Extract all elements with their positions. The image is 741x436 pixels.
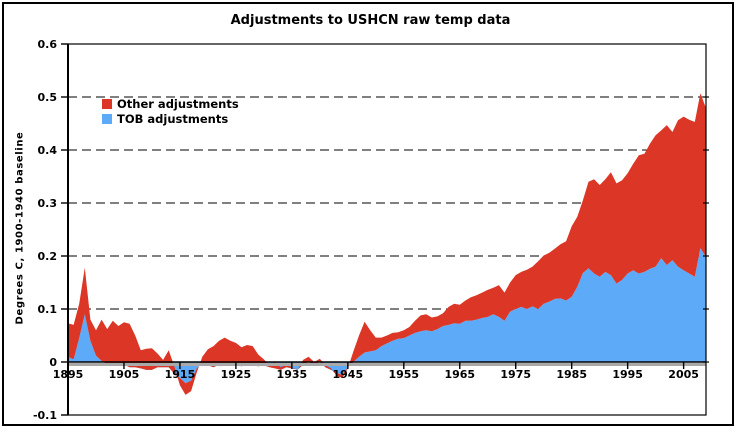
x-tick-label-1965: 1965 [444, 368, 475, 381]
legend-item-tob-adjustments: TOB adjustments [102, 111, 239, 126]
y-tick-label-0.2: 0.2 [38, 250, 58, 263]
x-tick-label-1925: 1925 [221, 368, 252, 381]
area-tob-adjustments [68, 248, 706, 384]
x-tick-label-1975: 1975 [500, 368, 531, 381]
legend-label-tob-adjustments: TOB adjustments [117, 111, 229, 126]
y-tick-label-0.3: 0.3 [38, 197, 58, 210]
x-tick-label-1945: 1945 [333, 368, 364, 381]
x-tick-label-1985: 1985 [556, 368, 587, 381]
x-tick-label-2005: 2005 [668, 368, 699, 381]
legend-item-other-adjustments: Other adjustments [102, 96, 239, 111]
y-tick-label-0.4: 0.4 [38, 144, 58, 157]
y-tick-label--0.1: -0.1 [33, 409, 57, 422]
y-tick-label-0.5: 0.5 [38, 91, 58, 104]
x-tick-label-1935: 1935 [277, 368, 308, 381]
x-tick-label-1995: 1995 [612, 368, 643, 381]
legend-label-other-adjustments: Other adjustments [117, 96, 239, 111]
x-tick-label-1955: 1955 [388, 368, 419, 381]
chart-title: Adjustments to USHCN raw temp data [230, 13, 511, 28]
legend-swatch-tob-adjustments [102, 113, 112, 124]
legend-swatch-other-adjustments [102, 98, 112, 109]
y-tick-label-0: 0 [49, 356, 57, 369]
y-tick-label-0.6: 0.6 [38, 38, 58, 51]
legend: Other adjustments TOB adjustments [102, 96, 239, 126]
y-tick-label-0.1: 0.1 [38, 303, 58, 316]
x-tick-label-1895: 1895 [53, 368, 84, 381]
x-tick-label-1905: 1905 [109, 368, 140, 381]
x-tick-label-1915: 1915 [165, 368, 196, 381]
zero-line-shadow [68, 363, 706, 366]
